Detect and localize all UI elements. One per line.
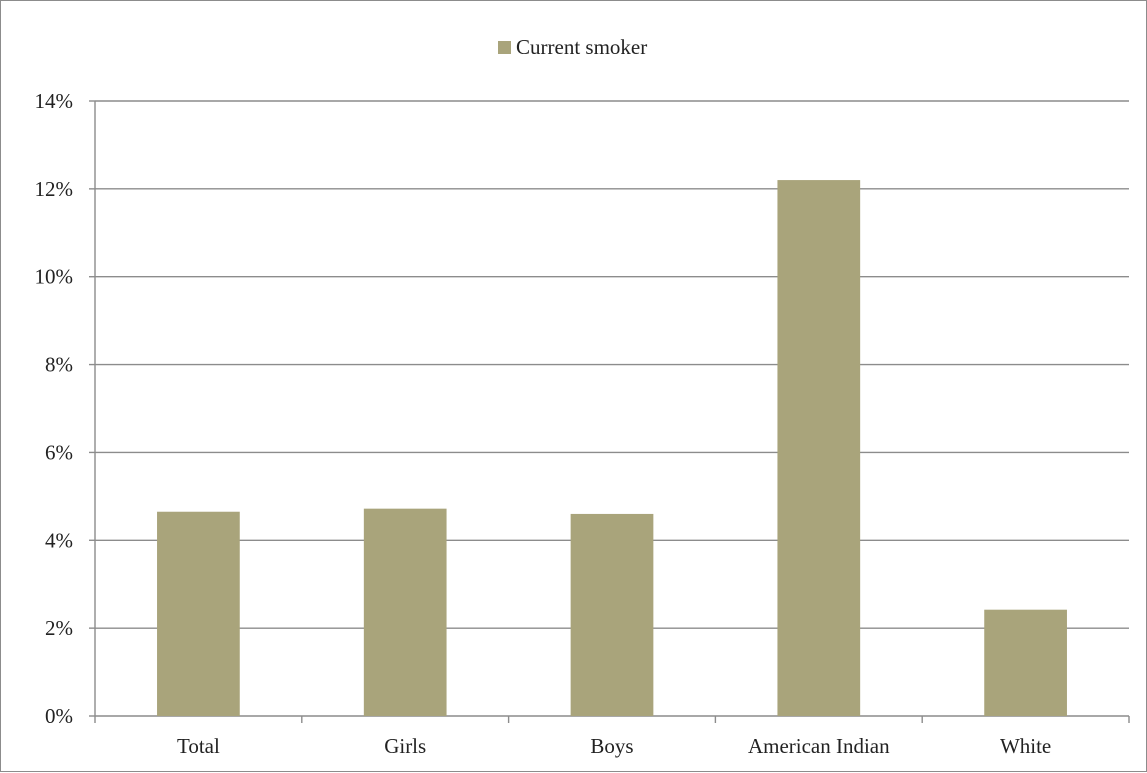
bar-girls	[363, 508, 447, 716]
x-tick-label: Girls	[384, 734, 426, 758]
y-tick-label: 4%	[45, 528, 73, 552]
y-tick-label: 0%	[45, 704, 73, 728]
y-tick-label: 14%	[35, 89, 74, 113]
y-tick-label: 6%	[45, 440, 73, 464]
x-tick-label: Total	[177, 734, 220, 758]
legend-swatch	[498, 41, 511, 54]
x-tick-label: White	[1000, 734, 1051, 758]
x-tick-label: Boys	[590, 734, 633, 758]
bar-total	[157, 511, 240, 716]
bar-american-indian	[777, 180, 861, 717]
legend-label: Current smoker	[516, 35, 648, 59]
y-tick-label: 2%	[45, 616, 73, 640]
bar-white	[984, 609, 1067, 716]
y-tick-label: 8%	[45, 353, 73, 377]
x-tick-label: American Indian	[748, 734, 890, 758]
legend: Current smoker	[498, 35, 647, 60]
y-tick-label: 12%	[35, 177, 74, 201]
y-tick-label: 10%	[35, 265, 74, 289]
bar-boys	[570, 513, 654, 716]
